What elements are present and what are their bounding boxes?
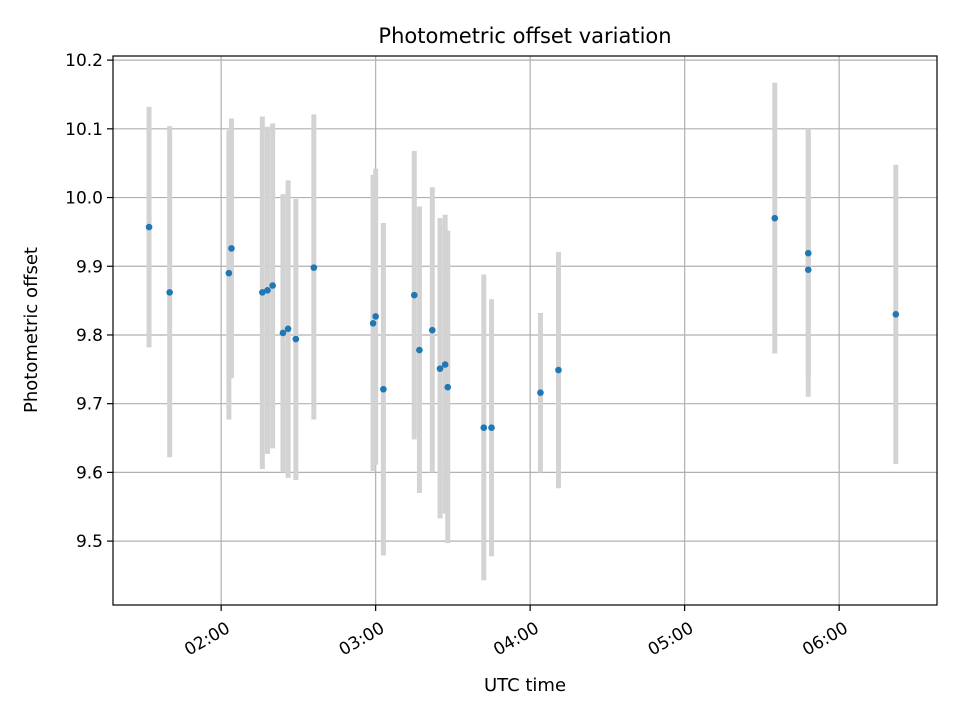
y-axis-label: Photometric offset: [21, 247, 42, 413]
data-point: [369, 319, 377, 327]
y-tick-label: 10.1: [65, 120, 103, 140]
data-point: [166, 289, 173, 296]
data-points: [145, 214, 900, 432]
y-tick-label: 9.6: [76, 463, 103, 483]
data-point: [410, 291, 418, 299]
data-point: [310, 264, 318, 271]
x-tick-label: 03:00: [336, 618, 388, 660]
data-point: [228, 245, 235, 252]
x-tick-label: 02:00: [181, 618, 233, 660]
data-point: [264, 287, 271, 294]
data-point: [269, 282, 276, 289]
x-tick-label: 05:00: [645, 618, 697, 660]
data-point: [804, 249, 812, 257]
data-point: [804, 266, 812, 273]
data-point: [429, 326, 436, 334]
data-point: [555, 366, 562, 374]
data-point: [292, 335, 300, 343]
data-point: [537, 389, 544, 396]
data-point: [441, 361, 449, 368]
y-tick-label: 9.7: [76, 395, 103, 415]
data-point: [380, 385, 387, 393]
data-point: [444, 383, 452, 391]
y-tick-label: 9.5: [76, 532, 103, 552]
x-tick-label: 06:00: [799, 618, 851, 660]
data-point: [771, 214, 779, 222]
data-point: [488, 424, 495, 432]
y-tick-label: 9.8: [76, 326, 103, 346]
data-point: [480, 424, 488, 432]
chart-title: Photometric offset variation: [378, 24, 671, 48]
data-point: [225, 269, 233, 277]
plot-frame: [112, 55, 938, 606]
data-point: [259, 289, 266, 296]
y-tick-label: 9.9: [76, 257, 103, 277]
y-tick-label: 10.2: [65, 51, 103, 71]
data-point: [892, 311, 900, 318]
y-tick-label: 10.0: [65, 189, 103, 209]
error-bars: [146, 82, 899, 581]
data-point: [372, 313, 379, 320]
data-point: [145, 223, 153, 231]
data-point: [416, 346, 423, 354]
grid: [113, 56, 937, 605]
x-axis-label: UTC time: [484, 675, 566, 696]
data-point: [279, 329, 287, 337]
y-axis: 9.5 9.6 9.7 9.8 9.9 10.0 10.1 10.2: [65, 51, 113, 552]
x-axis: 02:00 03:00 04:00 05:00 06:00: [181, 605, 852, 660]
data-point: [436, 365, 444, 372]
data-point: [284, 325, 292, 333]
x-tick-label: 04:00: [490, 618, 542, 660]
